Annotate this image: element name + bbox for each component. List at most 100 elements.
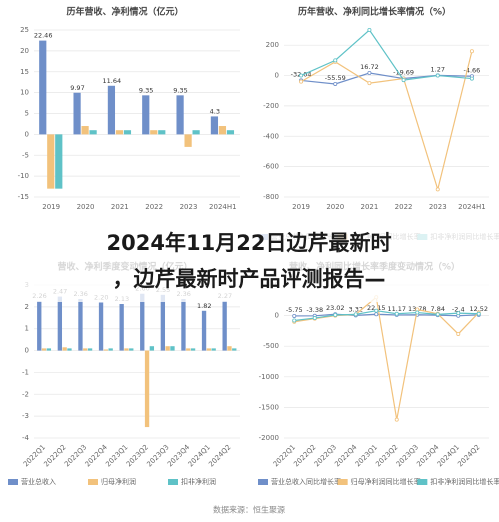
x-tick-label: 2019 [292,203,310,211]
line [294,313,479,317]
bar [176,95,184,135]
legend-swatch [168,479,178,485]
y-tick-label: 15 [20,68,29,76]
point [476,311,481,316]
point [394,417,399,422]
point [367,27,372,32]
value-label: 16.72 [360,63,379,71]
x-tick-label: 2022 [395,203,413,211]
point [469,49,474,54]
source: 数据来源：恒生聚源 [213,505,285,515]
bar [37,301,42,351]
value-label: 4.3 [210,107,220,115]
line [300,51,473,192]
point [299,79,304,84]
value-label: 9.97 [70,84,84,92]
x-tick-label: 2023 [180,203,198,211]
y-tick-label: 5 [25,110,29,118]
line [294,296,480,420]
bar [83,348,88,351]
bar [55,134,63,189]
point [333,58,338,63]
bar [211,348,216,351]
point [374,308,379,313]
y-tick-label: -10 [18,172,29,180]
bar [39,40,47,135]
value-label: 1.27 [431,65,445,73]
bar [41,348,47,351]
value-label: 9.35 [139,86,153,94]
point [292,313,297,318]
x-tick-label: 2024H1 [458,203,486,211]
value-label: 11.64 [103,77,122,85]
chart-title: 历年营收、净利同比增长率情况（%） [298,6,451,18]
legend-swatch [88,479,98,485]
y-tick-label: -5 [22,151,29,159]
y-tick-label: -4 [22,434,30,442]
point [333,81,338,86]
legend-label: 归母净利润 [101,477,136,486]
x-tick-label: 2020 [77,203,95,211]
bar [190,348,196,351]
line [294,310,479,322]
point [401,78,406,83]
bar [206,348,212,351]
bar [160,294,166,351]
point [394,311,399,316]
value-label: -4.66 [464,66,481,74]
y-tick-label: 25 [20,26,29,34]
x-tick-label: 2023 [429,203,447,211]
bar [144,350,150,428]
legend-swatch [8,479,18,485]
bar [67,348,72,351]
bar [210,116,219,135]
y-tick-label: -1500 [259,403,279,411]
bar [103,349,109,351]
value-label: 1.82 [197,302,211,310]
bar [62,347,67,351]
chart-title: 历年营收、净利情况（亿元） [66,6,183,18]
bar [107,85,116,135]
bar [73,92,81,135]
bar [186,348,191,351]
y-tick-label: -3 [22,412,29,420]
value-label: 12.52 [469,305,488,313]
value-label: 11.17 [387,305,406,313]
x-tick-label: 2020 [326,203,344,211]
y-tick-label: 0 [275,312,279,320]
y-tick-label: -1000 [259,373,279,381]
point [435,312,440,317]
bar [89,130,97,135]
bar [57,296,63,351]
legend-label: 扣非净利润 [181,477,216,486]
value-label: 9.35 [173,86,187,94]
point [367,71,372,76]
bar [115,130,124,135]
legend-swatch [337,479,348,485]
bar [227,346,232,351]
bar [140,293,145,351]
x-tick-label: 2021 [361,203,379,211]
line [300,29,472,81]
y-tick-label: -800 [263,193,279,201]
value-label: -5.75 [286,306,303,314]
point [299,73,304,78]
point [292,318,297,323]
y-tick-label: 0 [275,72,279,80]
bar [222,300,227,351]
bar [149,346,155,351]
value-label: 3.32 [349,305,363,313]
y-tick-label: 10 [20,89,29,97]
bar [226,130,235,135]
bar [142,95,150,135]
bar [108,348,113,351]
point [415,310,420,315]
point [353,312,358,317]
bar [129,348,134,351]
bar [123,130,132,135]
bar [201,310,207,351]
value-label: 22.46 [34,32,53,40]
value-label: -19.69 [393,69,414,77]
point [456,311,461,316]
legend-swatch [417,479,428,485]
